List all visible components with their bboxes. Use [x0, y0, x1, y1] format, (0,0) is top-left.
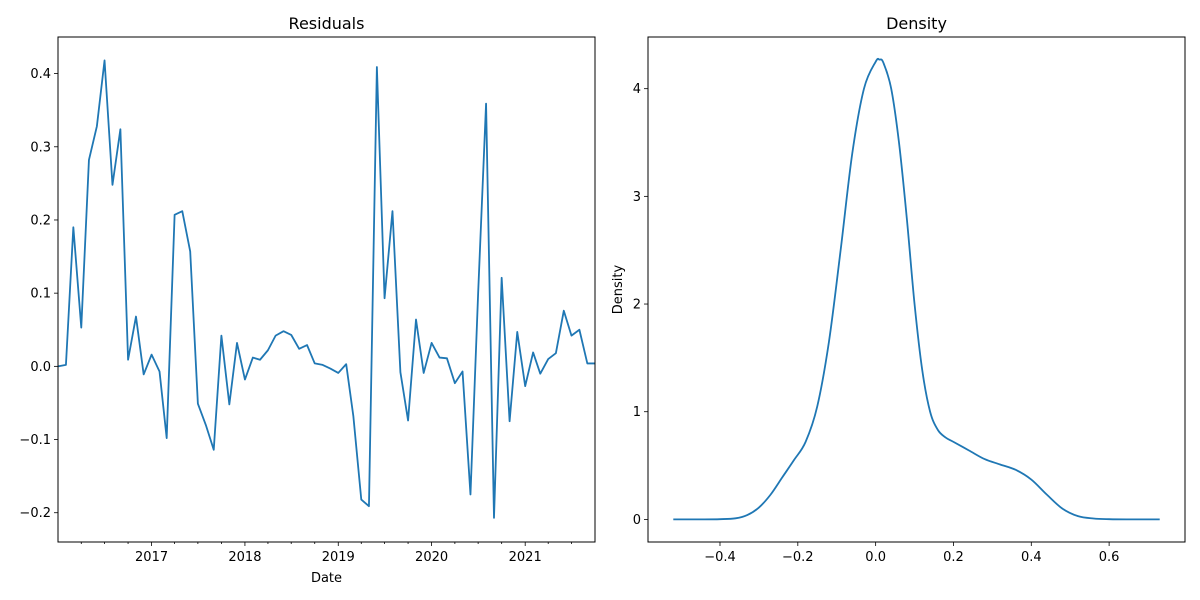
- residuals-y-tick-label: 0.3: [30, 140, 51, 155]
- density-series-line: [673, 57, 1160, 521]
- density-marks: [673, 57, 1160, 521]
- residuals-y-tick-label: 0.4: [30, 67, 51, 82]
- residuals-title: Residuals: [289, 14, 365, 33]
- residuals-x-tick-label: 2017: [135, 550, 168, 565]
- density-ticks: −0.4 −0.2 0.0 0.2 0.4 0.6 0 1 2 3 4: [633, 82, 1120, 565]
- density-y-tick-label: 4: [633, 82, 641, 97]
- density-y-tick-label: 3: [633, 190, 641, 205]
- residuals-y-tick-label: 0.0: [30, 360, 51, 375]
- density-x-tick-label: 0.0: [865, 550, 886, 565]
- residuals-x-axis-title: Date: [311, 571, 342, 586]
- density-x-tick-label: −0.2: [782, 550, 814, 565]
- density-x-tick-label: −0.4: [704, 550, 736, 565]
- residuals-marks: [57, 59, 595, 519]
- density-x-tick-label: 0.4: [1021, 550, 1042, 565]
- density-axes-frame: [647, 36, 1186, 543]
- residuals-axes-frame: [57, 36, 596, 543]
- residuals-y-tick-label: −0.2: [19, 506, 51, 521]
- residuals-series-line: [57, 59, 595, 519]
- residuals-ticks: 2017 2018 2019 2020 2021 −0.2 −0.1 0.0 0.1 0.2 0.3…: [19, 67, 572, 565]
- residuals-y-tick-label: 0.1: [30, 287, 51, 302]
- density-x-tick-label: 0.6: [1099, 550, 1120, 565]
- density-y-axis-title: Density: [611, 264, 626, 314]
- density-x-tick-label: 0.2: [943, 550, 964, 565]
- residuals-x-tick-label: 2019: [322, 550, 355, 565]
- residuals-x-tick-label: 2020: [415, 550, 448, 565]
- residuals-x-tick-label: 2021: [509, 550, 542, 565]
- density-y-tick-label: 2: [633, 298, 641, 313]
- residuals-y-tick-label: 0.2: [30, 213, 51, 228]
- density-y-tick-label: 0: [633, 513, 641, 528]
- density-title: Density: [886, 14, 947, 33]
- residuals-y-tick-label: −0.1: [19, 433, 51, 448]
- density-y-tick-label: 1: [633, 405, 641, 420]
- residuals-x-tick-label: 2018: [228, 550, 261, 565]
- residuals-panel: Residuals 2017 2018 2019 2020 2021 −0.2 −0.1 0.…: [19, 14, 596, 586]
- density-panel: Density −0.4 −0.2 0.0 0.2 0.4 0.6 0 1 2 3 4 Densit…: [611, 14, 1186, 565]
